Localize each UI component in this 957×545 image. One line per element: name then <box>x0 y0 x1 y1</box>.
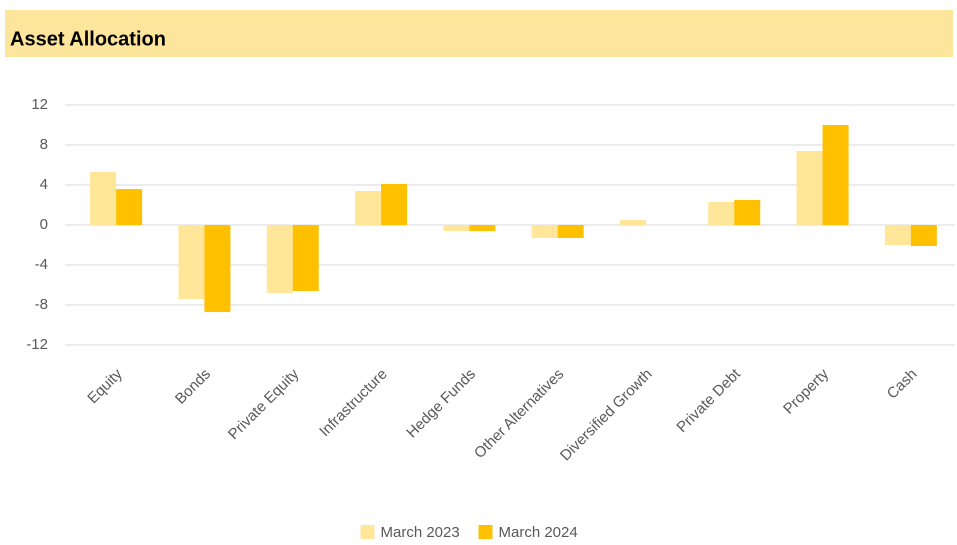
x-tick-label: Bonds <box>172 366 214 408</box>
x-tick-label: Hedge Funds <box>403 366 479 442</box>
x-tick-label: Property <box>780 365 832 417</box>
y-tick-label: -12 <box>26 336 48 353</box>
x-tick-label: Other Alternatives <box>471 366 567 462</box>
legend-swatch <box>360 525 375 539</box>
bar <box>90 172 117 225</box>
bar <box>443 225 470 231</box>
x-tick-label: Equity <box>84 365 126 407</box>
bar <box>266 225 293 293</box>
x-tick-label: Private Debt <box>673 365 744 436</box>
header-band <box>5 10 953 57</box>
y-tick-label: 0 <box>40 216 48 233</box>
y-tick-label: -8 <box>35 296 48 313</box>
y-tick-label: -4 <box>35 256 48 273</box>
legend-label: March 2023 <box>381 524 460 541</box>
legend-swatch <box>478 525 493 539</box>
bar <box>619 220 646 225</box>
bar <box>381 184 408 225</box>
bar <box>708 202 735 225</box>
chart-title: Asset Allocation <box>10 28 166 50</box>
bar <box>734 200 761 225</box>
bar <box>292 225 319 291</box>
bar <box>116 189 143 225</box>
x-tick-label: Cash <box>884 366 921 403</box>
bar <box>531 225 558 238</box>
bar <box>469 225 496 231</box>
bar <box>355 191 382 225</box>
y-tick-label: 4 <box>40 176 48 193</box>
bar <box>178 225 205 299</box>
bar <box>557 225 584 238</box>
bar <box>822 125 849 225</box>
bar <box>884 225 911 245</box>
y-tick-label: 12 <box>31 96 48 113</box>
legend-label: March 2024 <box>499 524 578 541</box>
x-tick-label: Infrastructure <box>316 366 391 441</box>
y-tick-label: 8 <box>40 136 48 153</box>
bar <box>796 151 823 225</box>
x-tick-label: Diversified Growth <box>557 366 656 465</box>
x-tick-label: Private Equity <box>225 365 303 443</box>
bar <box>910 225 937 246</box>
bar <box>204 225 231 312</box>
